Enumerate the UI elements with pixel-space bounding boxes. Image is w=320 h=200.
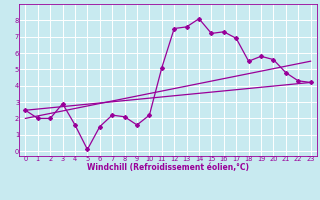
X-axis label: Windchill (Refroidissement éolien,°C): Windchill (Refroidissement éolien,°C) [87,163,249,172]
